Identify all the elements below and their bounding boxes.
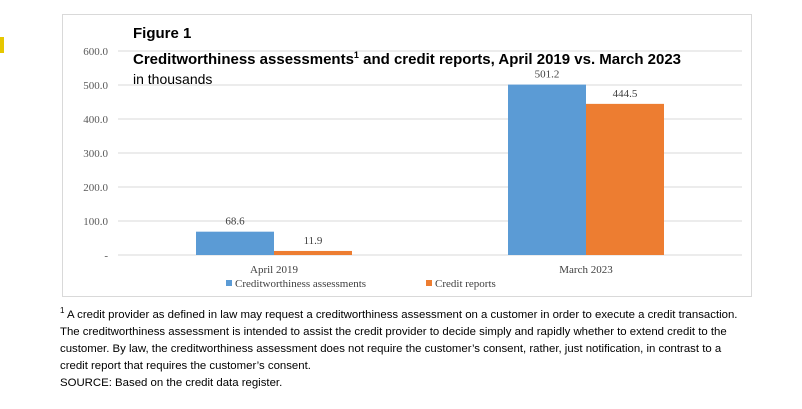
- bar-assessments: [196, 231, 274, 255]
- data-label: 68.6: [225, 216, 245, 228]
- yellow-side-marker: [0, 37, 4, 53]
- legend-label: Credit reports: [435, 278, 496, 290]
- bar-assessments: [508, 84, 586, 255]
- bar-reports: [274, 250, 352, 255]
- x-category-label: March 2023: [559, 264, 613, 276]
- x-category-label: April 2019: [250, 264, 298, 276]
- y-tick-label: 600.0: [83, 46, 108, 58]
- y-tick-label: 400.0: [83, 114, 108, 126]
- chart-title-block: Figure 1 Creditworthiness assessments1 a…: [133, 25, 681, 88]
- source-note: SOURCE: Based on the credit data registe…: [60, 376, 283, 389]
- y-tick-label: -: [104, 250, 108, 262]
- footnote: 1 A credit provider as defined in law ma…: [60, 302, 750, 392]
- figure-label: Figure 1: [133, 25, 192, 42]
- footnote-marker: 1: [60, 306, 65, 315]
- title-main: Creditworthiness assessments: [133, 51, 354, 68]
- y-tick-label: 100.0: [83, 216, 108, 228]
- data-label: 501.2: [535, 69, 560, 81]
- footnote-text: A credit provider as defined in law may …: [60, 308, 738, 372]
- legend-swatch: [226, 280, 232, 286]
- legend-label: Creditworthiness assessments: [235, 278, 366, 290]
- chart-subtitle: in thousands: [133, 71, 213, 87]
- y-tick-label: 300.0: [83, 148, 108, 160]
- data-label: 11.9: [304, 235, 323, 247]
- y-tick-label: 500.0: [83, 80, 108, 92]
- title-rest: and credit reports, April 2019 vs. March…: [358, 51, 682, 68]
- y-tick-label: 200.0: [83, 182, 108, 194]
- legend-swatch: [426, 280, 432, 286]
- bar-reports: [586, 103, 664, 256]
- data-label: 444.5: [613, 88, 638, 100]
- footnote-text-block: 1 A credit provider as defined in law ma…: [60, 302, 750, 375]
- chart-title: Creditworthiness assessments1 and credit…: [133, 45, 681, 70]
- title-footnote-marker: 1: [353, 50, 359, 60]
